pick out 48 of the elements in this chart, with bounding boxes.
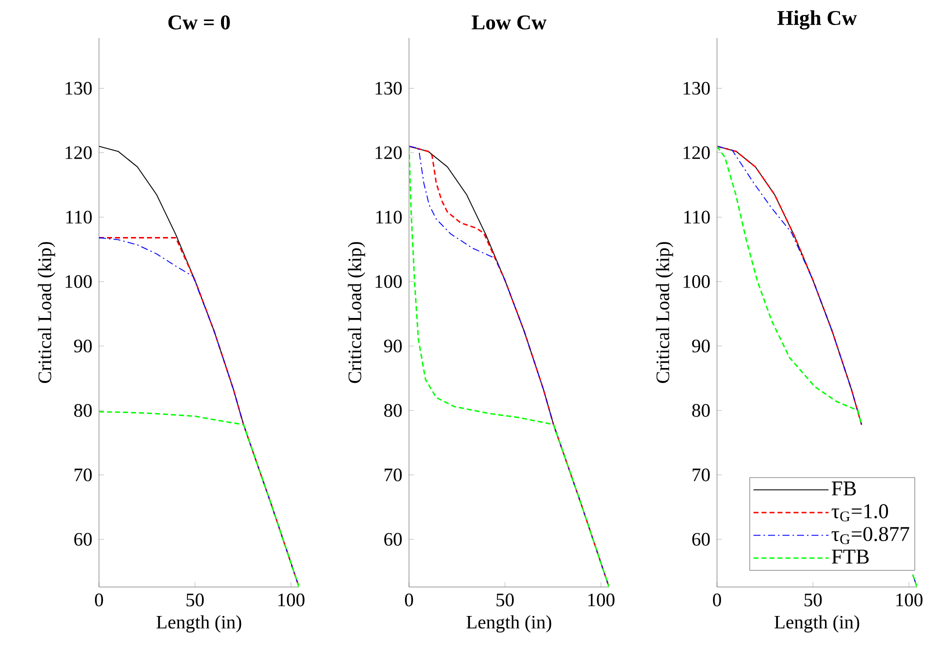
x-axis-title: Length (in) xyxy=(466,615,552,632)
legend-label: τ$_{G}$=1.0 xyxy=(832,504,888,522)
x-tick-label: 50 xyxy=(186,594,204,606)
x-tick-label: 50 xyxy=(804,594,822,606)
y-tick-label: 110 xyxy=(376,210,402,224)
y-tick-label: 100 xyxy=(66,275,92,288)
y-tick-label: 130 xyxy=(376,82,402,95)
y-tick-label: 100 xyxy=(376,275,402,288)
y-tick-label: 60 xyxy=(384,532,402,546)
y-tick-label: 70 xyxy=(74,468,92,482)
y-tick-label: 60 xyxy=(692,532,710,546)
y-tick-label: 120 xyxy=(66,146,92,160)
x-axis-title: Length (in) xyxy=(156,615,242,632)
legend-label: FB xyxy=(832,482,856,496)
y-tick-label: 90 xyxy=(74,340,92,352)
y-tick-label: 130 xyxy=(684,82,710,95)
y-axis-title: Critical Load (kip) xyxy=(348,242,366,383)
y-tick-label: 90 xyxy=(384,340,402,352)
y-tick-label: 110 xyxy=(66,210,92,224)
y-tick-label: 90 xyxy=(692,340,710,352)
y-axis-title: Critical Load (kip) xyxy=(38,242,56,383)
line-series xyxy=(409,146,610,587)
chart-title: High Cw xyxy=(777,10,857,30)
line-series xyxy=(717,146,862,426)
y-tick-label: 80 xyxy=(384,404,402,417)
legend-label: τ$_{G}$=0.877 xyxy=(832,526,910,544)
y-tick-label: 100 xyxy=(684,275,710,288)
x-tick-label: 0 xyxy=(404,594,414,606)
legend-label: FTB xyxy=(832,550,869,564)
y-tick-label: 60 xyxy=(74,532,92,546)
y-tick-label: 80 xyxy=(74,404,92,417)
y-tick-label: 120 xyxy=(376,146,402,160)
chart-title: Cw = 0 xyxy=(168,15,230,30)
y-tick-label: 70 xyxy=(692,468,710,482)
x-tick-label: 0 xyxy=(94,594,104,606)
x-tick-label: 100 xyxy=(278,594,304,606)
x-tick-label: 100 xyxy=(896,594,922,606)
y-tick-label: 70 xyxy=(384,468,402,482)
x-tick-label: 100 xyxy=(588,594,614,606)
y-tick-label: 110 xyxy=(684,210,710,224)
y-tick-label: 120 xyxy=(684,146,710,160)
x-tick-label: 0 xyxy=(712,594,722,606)
x-axis-title: Length (in) xyxy=(774,615,860,632)
y-axis-title: Critical Load (kip) xyxy=(656,242,674,383)
y-tick-label: 130 xyxy=(66,82,92,95)
chart-title: Low Cw xyxy=(472,15,547,30)
y-tick-label: 80 xyxy=(692,404,710,417)
x-tick-label: 50 xyxy=(496,594,514,606)
